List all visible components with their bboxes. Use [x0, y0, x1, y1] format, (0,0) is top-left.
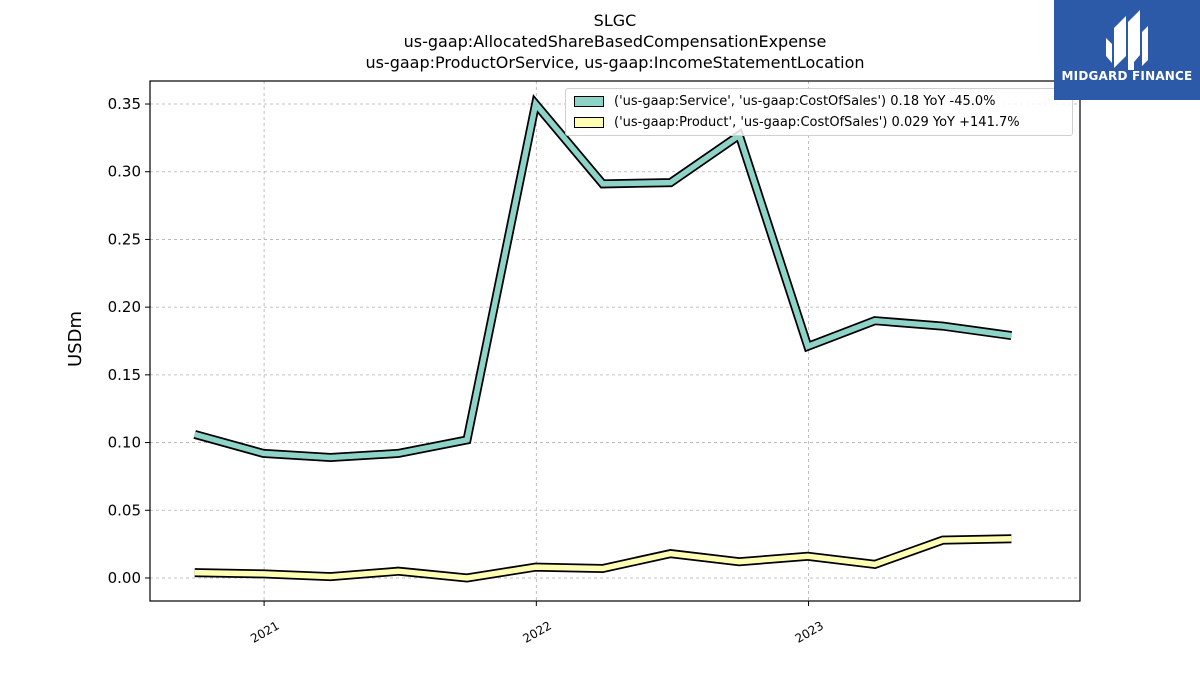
chart-title: SLGC — [593, 11, 637, 30]
legend-label-product: ('us-gaap:Product', 'us-gaap:CostOfSales… — [614, 114, 1020, 130]
series-lines — [193, 93, 1013, 583]
y-axis: 0.00 0.05 0.10 0.15 0.20 0.25 0.30 0.35 — [108, 95, 150, 587]
legend-item-service: ('us-gaap:Service', 'us-gaap:CostOfSales… — [574, 92, 996, 110]
y-axis-label: USDm — [65, 311, 86, 367]
x-tick-label: 2021 — [248, 618, 281, 645]
logo-text: MIDGARD FINANCE — [1061, 69, 1193, 83]
legend-label-service: ('us-gaap:Service', 'us-gaap:CostOfSales… — [614, 93, 996, 109]
series-1-line — [194, 535, 1012, 581]
legend-swatch-product — [574, 116, 604, 128]
y-tick-label: 0.20 — [108, 298, 141, 316]
legend: ('us-gaap:Service', 'us-gaap:CostOfSales… — [565, 88, 1073, 136]
legend-item-product: ('us-gaap:Product', 'us-gaap:CostOfSales… — [574, 113, 1020, 131]
y-tick-label: 0.10 — [108, 434, 141, 452]
chart-subtitle-concept: us-gaap:AllocatedShareBasedCompensationE… — [403, 32, 827, 51]
chart-subtitle-dimensions: us-gaap:ProductOrService, us-gaap:Income… — [365, 53, 865, 72]
legend-swatch-service — [574, 95, 604, 107]
x-axis: 2021 2022 2023 — [248, 601, 826, 646]
logo-mark-icon — [1106, 10, 1148, 70]
y-tick-label: 0.05 — [108, 501, 141, 519]
y-tick-label: 0.30 — [108, 163, 141, 181]
midgard-finance-logo: MIDGARD FINANCE — [1054, 0, 1200, 100]
grid-lines — [150, 81, 1080, 601]
y-tick-label: 0.25 — [108, 230, 141, 248]
x-tick-label: 2023 — [793, 618, 826, 645]
y-tick-label: 0.00 — [108, 569, 141, 587]
y-tick-label: 0.35 — [108, 95, 141, 113]
plot-frame — [149, 80, 1081, 602]
x-tick-label: 2022 — [520, 618, 553, 645]
series-0-line — [193, 97, 1012, 461]
y-tick-label: 0.15 — [108, 366, 141, 384]
series-0-outline — [193, 93, 1013, 463]
